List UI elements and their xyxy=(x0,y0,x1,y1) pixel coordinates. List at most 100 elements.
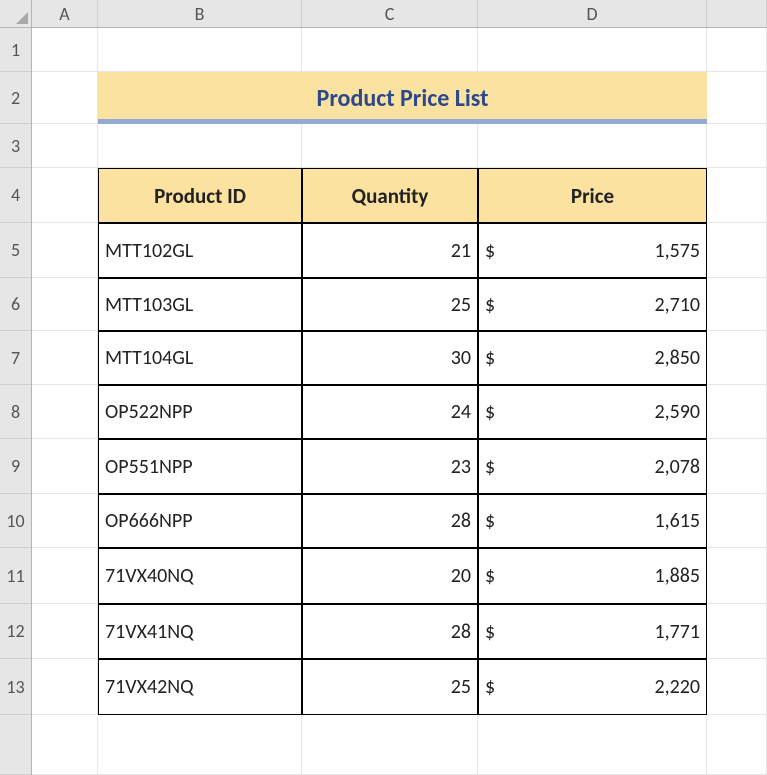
cell-product-id[interactable]: OP551NPP xyxy=(98,439,302,494)
cell-A6[interactable] xyxy=(32,278,98,331)
row-header-9[interactable]: 9 xyxy=(0,439,31,494)
currency-symbol: $ xyxy=(485,346,495,370)
cell-price[interactable]: $1,615 xyxy=(478,494,707,548)
cell-price[interactable]: $2,710 xyxy=(478,278,707,331)
cell-extra-8[interactable] xyxy=(707,385,767,439)
cell-D-extra[interactable] xyxy=(478,715,707,775)
cell-D1[interactable] xyxy=(478,28,707,72)
cell-extra-3[interactable] xyxy=(707,124,767,168)
column-header-B[interactable]: B xyxy=(98,0,302,27)
cell-quantity[interactable]: 25 xyxy=(302,278,478,331)
cell-quantity[interactable]: 24 xyxy=(302,385,478,439)
row-header-1[interactable]: 1 xyxy=(0,28,31,72)
cell-product-id[interactable]: MTT103GL xyxy=(98,278,302,331)
row-header-8[interactable]: 8 xyxy=(0,385,31,439)
cell-C-extra[interactable] xyxy=(302,715,478,775)
cell-A1[interactable] xyxy=(32,28,98,72)
cell-product-id[interactable]: 71VX41NQ xyxy=(98,604,302,659)
row-headers: 12345678910111213 xyxy=(0,28,32,775)
row-header-11[interactable]: 11 xyxy=(0,548,31,604)
column-header-C[interactable]: C xyxy=(302,0,478,27)
row-header-12[interactable]: 12 xyxy=(0,604,31,659)
quantity-value: 28 xyxy=(451,509,471,533)
cell-price[interactable]: $1,575 xyxy=(478,223,707,278)
cell-product-id[interactable]: 71VX40NQ xyxy=(98,548,302,604)
product-id-value: MTT103GL xyxy=(105,293,193,317)
product-id-value: OP666NPP xyxy=(105,509,193,533)
currency-symbol: $ xyxy=(485,620,495,644)
cell-A10[interactable] xyxy=(32,494,98,548)
table-header-label: Price xyxy=(571,183,614,209)
table-row: 71VX41NQ28$1,771 xyxy=(32,604,767,659)
table-row: MTT103GL 25$2,710 xyxy=(32,278,767,331)
row-header-7[interactable]: 7 xyxy=(0,331,31,385)
cell-A2[interactable] xyxy=(32,72,98,124)
cell-product-id[interactable]: OP666NPP xyxy=(98,494,302,548)
cell-A13[interactable] xyxy=(32,659,98,715)
cell-quantity[interactable]: 20 xyxy=(302,548,478,604)
row-header-5[interactable]: 5 xyxy=(0,223,31,278)
cell-price[interactable]: $2,850 xyxy=(478,331,707,385)
cell-D3[interactable] xyxy=(478,124,707,168)
cell-price[interactable]: $2,078 xyxy=(478,439,707,494)
cell-C1[interactable] xyxy=(302,28,478,72)
cell-quantity[interactable]: 21 xyxy=(302,223,478,278)
cell-extra-1[interactable] xyxy=(707,28,767,72)
cell-A4[interactable] xyxy=(32,168,98,223)
cell-price[interactable]: $2,590 xyxy=(478,385,707,439)
product-id-value: OP522NPP xyxy=(105,400,193,424)
table-header-B[interactable]: Product ID xyxy=(98,168,302,223)
cell-B1[interactable] xyxy=(98,28,302,72)
cell-extra-13[interactable] xyxy=(707,659,767,715)
cell-price[interactable]: $2,220 xyxy=(478,659,707,715)
currency-symbol: $ xyxy=(485,400,495,424)
cell-extra-4[interactable] xyxy=(707,168,767,223)
column-header-D[interactable]: D xyxy=(478,0,707,27)
cell-A8[interactable] xyxy=(32,385,98,439)
cell-extra-5[interactable] xyxy=(707,223,767,278)
cell-extra-extra[interactable] xyxy=(707,715,767,775)
cell-A7[interactable] xyxy=(32,331,98,385)
cell-A-extra[interactable] xyxy=(32,715,98,775)
cell-extra-2[interactable] xyxy=(707,72,767,124)
cell-product-id[interactable]: MTT104GL xyxy=(98,331,302,385)
cell-extra-10[interactable] xyxy=(707,494,767,548)
cell-A9[interactable] xyxy=(32,439,98,494)
cell-product-id[interactable]: OP522NPP xyxy=(98,385,302,439)
table-header-D[interactable]: Price xyxy=(478,168,707,223)
cell-extra-12[interactable] xyxy=(707,604,767,659)
cell-product-id[interactable]: 71VX42NQ xyxy=(98,659,302,715)
cell-extra-7[interactable] xyxy=(707,331,767,385)
cell-quantity[interactable]: 28 xyxy=(302,604,478,659)
table-header-C[interactable]: Quantity xyxy=(302,168,478,223)
select-all-corner[interactable] xyxy=(0,0,32,28)
cell-extra-9[interactable] xyxy=(707,439,767,494)
row-header-10[interactable]: 10 xyxy=(0,494,31,548)
cell-A12[interactable] xyxy=(32,604,98,659)
cell-A5[interactable] xyxy=(32,223,98,278)
cell-extra-6[interactable] xyxy=(707,278,767,331)
cell-product-id[interactable]: MTT102GL xyxy=(98,223,302,278)
cell-extra-11[interactable] xyxy=(707,548,767,604)
title-cell[interactable]: Product Price List xyxy=(98,72,707,124)
cell-B-extra[interactable] xyxy=(98,715,302,775)
cell-C3[interactable] xyxy=(302,124,478,168)
cell-A11[interactable] xyxy=(32,548,98,604)
price-value: 1,885 xyxy=(654,564,700,588)
row-header-6[interactable]: 6 xyxy=(0,278,31,331)
cell-A3[interactable] xyxy=(32,124,98,168)
row-header-4[interactable]: 4 xyxy=(0,168,31,223)
product-id-value: MTT102GL xyxy=(105,239,193,263)
cell-quantity[interactable]: 30 xyxy=(302,331,478,385)
cell-quantity[interactable]: 28 xyxy=(302,494,478,548)
row-header-13[interactable]: 13 xyxy=(0,659,31,715)
cell-price[interactable]: $1,885 xyxy=(478,548,707,604)
row-header-3[interactable]: 3 xyxy=(0,124,31,168)
cell-price[interactable]: $1,771 xyxy=(478,604,707,659)
column-header-A[interactable]: A xyxy=(32,0,98,27)
cell-quantity[interactable]: 23 xyxy=(302,439,478,494)
price-value: 2,850 xyxy=(654,346,700,370)
cell-B3[interactable] xyxy=(98,124,302,168)
row-header-2[interactable]: 2 xyxy=(0,72,31,124)
cell-quantity[interactable]: 25 xyxy=(302,659,478,715)
